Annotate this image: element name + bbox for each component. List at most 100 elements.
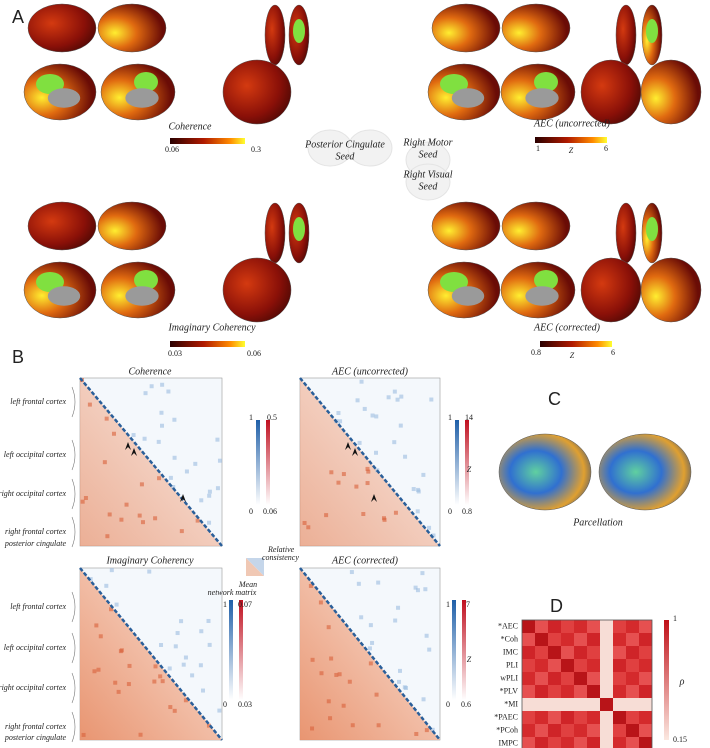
matrix-texture [124, 502, 129, 507]
row-label: *PCoh [496, 725, 518, 734]
medial-wall [125, 286, 159, 306]
matrix-texture [368, 623, 373, 628]
matrix-texture [114, 602, 119, 607]
matrix-texture [359, 615, 364, 620]
legend-label: Mean [238, 580, 257, 589]
corr-cell [535, 724, 548, 737]
seed-label: Seed [336, 151, 356, 162]
corr-cell [587, 633, 600, 646]
matrix-texture [398, 423, 403, 428]
matrix-title: Imaginary Coherency [105, 555, 194, 566]
matrix-texture [153, 664, 158, 669]
matrix-texture [338, 419, 343, 424]
region-bracket [71, 516, 76, 548]
region-bracket [71, 439, 76, 471]
arrowhead [371, 494, 377, 502]
brain-surface [222, 59, 292, 125]
legend-lower [246, 558, 264, 576]
matrix-texture [142, 436, 147, 441]
corr-cell [522, 672, 535, 685]
matrix-texture [104, 416, 109, 421]
corr-cell [522, 698, 535, 711]
matrix-texture [431, 533, 436, 538]
corr-cell [535, 672, 548, 685]
colorbar-min: 0.8 [462, 507, 472, 516]
matrix-texture [207, 489, 212, 494]
map-title: Coherence [169, 121, 213, 132]
matrix-texture [341, 472, 346, 477]
colorbar-min: 0 [446, 700, 450, 709]
matrix-texture [105, 534, 110, 539]
medial-wall [47, 286, 81, 306]
brain-surface [222, 257, 292, 323]
corr-cell [535, 659, 548, 672]
matrix-texture [131, 433, 136, 438]
arrowhead [131, 448, 137, 456]
matrix-texture [127, 663, 132, 668]
region-label: right frontal cortex [5, 527, 66, 536]
corr-cell [639, 711, 652, 724]
matrix-texture [359, 379, 364, 384]
region-label: right occipital cortex [0, 489, 66, 498]
region-bracket [71, 632, 76, 664]
matrix-texture [215, 437, 220, 442]
corr-cell [613, 737, 626, 748]
corr-cell [613, 698, 626, 711]
matrix-texture [175, 631, 180, 636]
region-label: right frontal cortex [5, 722, 66, 731]
seed-region [134, 72, 158, 92]
matrix-texture [160, 382, 165, 387]
matrix-diagonal [79, 377, 223, 547]
corr-cell [600, 646, 613, 659]
corr-cell [613, 672, 626, 685]
corr-cell [548, 711, 561, 724]
matrix-texture [392, 440, 397, 445]
matrix-diagonal [299, 567, 441, 741]
corr-cell [626, 646, 639, 659]
matrix-texture [382, 517, 387, 522]
seed-region [134, 270, 158, 290]
matrix-texture [427, 525, 432, 530]
matrix-texture [326, 699, 331, 704]
corr-cell [522, 620, 535, 633]
matrix-texture [341, 703, 346, 708]
corr-frame [521, 619, 653, 748]
brain-surface [615, 202, 637, 264]
matrix-texture [195, 518, 200, 523]
corr-cell [574, 685, 587, 698]
seed-brain [347, 129, 393, 167]
brain-surface [264, 4, 286, 66]
corr-cell [561, 698, 574, 711]
colorbar-min: 0 [223, 700, 227, 709]
matrix-texture [326, 625, 331, 630]
matrix-texture [334, 672, 339, 677]
brain-surface [97, 3, 167, 53]
brain-surface [598, 433, 692, 511]
matrix-texture [421, 697, 426, 702]
brain-surface [498, 433, 592, 511]
matrix-texture [139, 482, 144, 487]
colorbar-unit: Z [467, 655, 472, 664]
seed-region [534, 270, 558, 290]
seed-region [534, 72, 558, 92]
region-label: posterior cingulate [4, 733, 67, 742]
corr-cell [626, 620, 639, 633]
corr-cell [522, 646, 535, 659]
matrix-texture [206, 723, 211, 728]
matrix-texture [171, 484, 176, 489]
corr-cell [574, 724, 587, 737]
brain-surface [501, 201, 571, 251]
brain-surface [640, 257, 702, 323]
matrix-texture [207, 642, 212, 647]
matrix-texture [310, 657, 315, 662]
mean-colorbar [465, 420, 469, 505]
matrix-texture [159, 643, 164, 648]
seed-region [293, 19, 305, 43]
matrix-texture [416, 487, 421, 492]
corr-cell [587, 659, 600, 672]
matrix-texture [217, 458, 222, 463]
row-label: IMC [503, 647, 518, 656]
matrix-texture [318, 600, 323, 605]
matrix-texture [376, 580, 381, 585]
region-label: left occipital cortex [4, 643, 67, 652]
